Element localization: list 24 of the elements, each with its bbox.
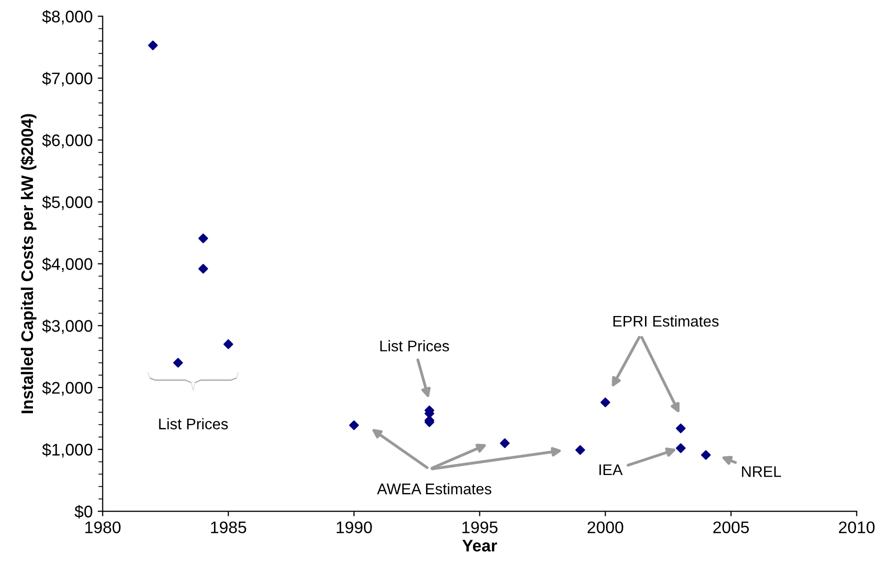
y-tick-label: $3,000 bbox=[42, 319, 92, 334]
x-axis-title: Year bbox=[462, 540, 498, 552]
annotation: IEA bbox=[599, 464, 623, 476]
y-tick-label: $8,000 bbox=[42, 10, 92, 24]
y-tick-label: $5,000 bbox=[42, 196, 92, 210]
x-tick-label: 1985 bbox=[211, 521, 246, 534]
annotation: List Prices bbox=[159, 418, 228, 430]
x-tick-label: 2010 bbox=[838, 521, 875, 534]
y-tick-label: $2,000 bbox=[42, 381, 92, 396]
y-tick-label: $0 bbox=[74, 504, 92, 518]
annotation: EPRI Estimates bbox=[613, 315, 719, 327]
x-tick-label: 2000 bbox=[588, 521, 624, 534]
x-tick-label: 1990 bbox=[336, 521, 372, 534]
y-tick-label: $4,000 bbox=[42, 257, 92, 272]
y-tick-label: $1,000 bbox=[42, 443, 92, 458]
x-tick-label: 2005 bbox=[713, 521, 749, 534]
annotation: AWEA Estimates bbox=[377, 483, 492, 494]
annotation: NREL bbox=[742, 466, 782, 477]
y-tick-label: $6,000 bbox=[42, 134, 92, 148]
x-tick-label: 1980 bbox=[85, 521, 121, 534]
y-axis-title: Installed Capital Costs per kW ($2004) bbox=[20, 114, 36, 414]
annotation: List Prices bbox=[380, 340, 450, 352]
y-tick-label: $7,000 bbox=[42, 72, 92, 86]
x-tick-label: 1995 bbox=[462, 521, 498, 534]
